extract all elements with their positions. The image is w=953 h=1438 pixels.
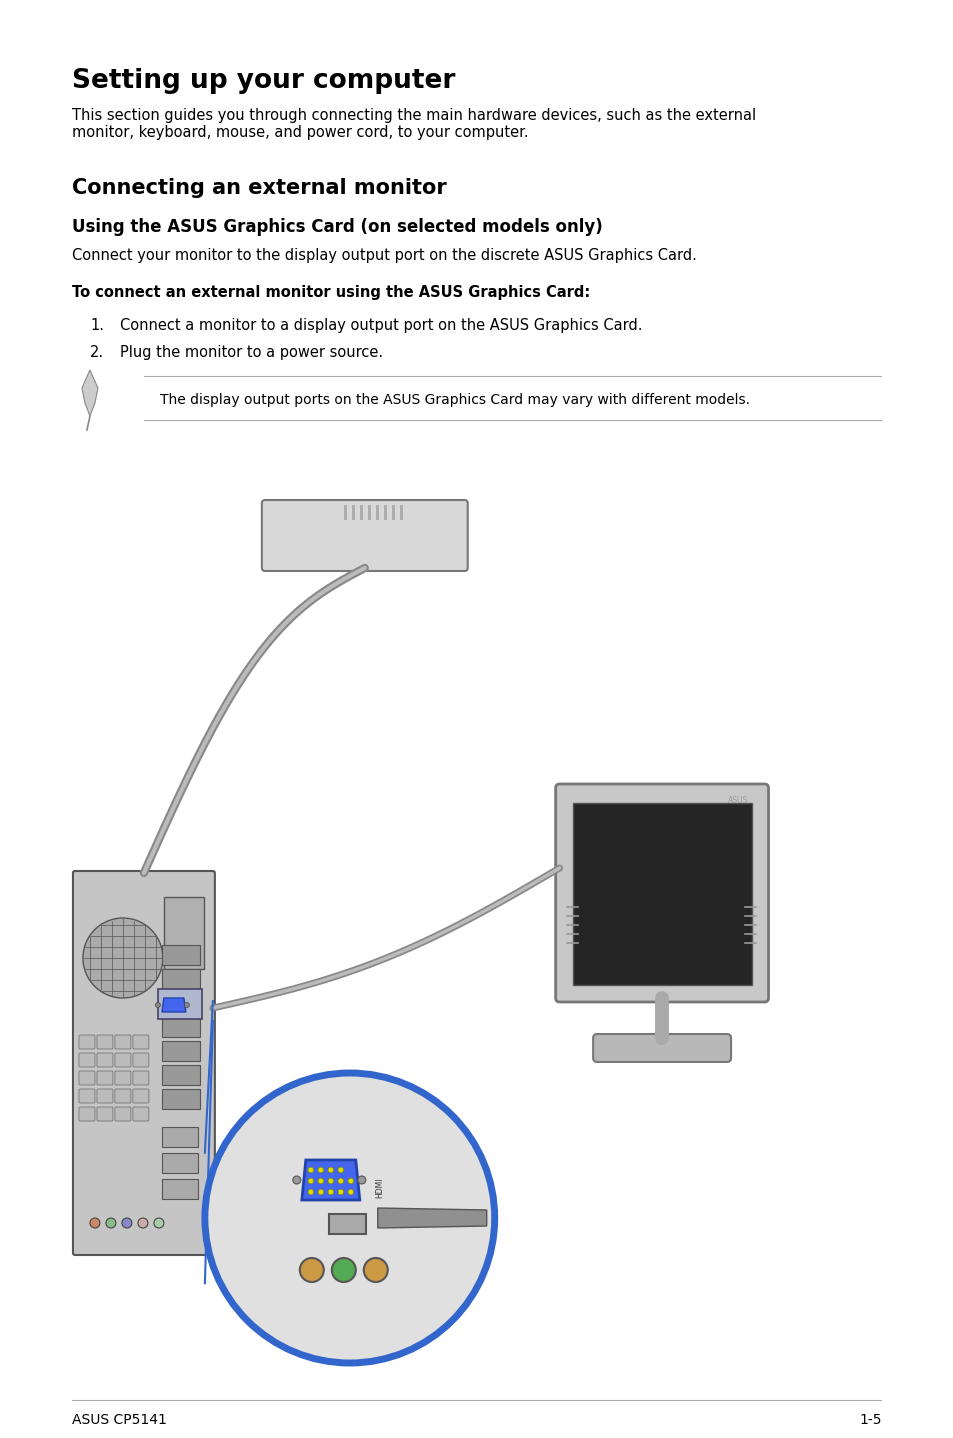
Circle shape: [83, 917, 163, 998]
Text: To connect an external monitor using the ASUS Graphics Card:: To connect an external monitor using the…: [71, 285, 590, 301]
Circle shape: [317, 1189, 323, 1195]
Text: ASUS: ASUS: [727, 797, 748, 805]
FancyBboxPatch shape: [79, 1071, 95, 1086]
FancyBboxPatch shape: [572, 802, 751, 985]
Circle shape: [363, 1258, 387, 1283]
FancyBboxPatch shape: [162, 1153, 197, 1173]
Circle shape: [308, 1168, 314, 1173]
FancyBboxPatch shape: [158, 989, 202, 1020]
Circle shape: [337, 1189, 343, 1195]
Text: Setting up your computer: Setting up your computer: [71, 68, 455, 93]
FancyBboxPatch shape: [555, 784, 768, 1002]
FancyBboxPatch shape: [114, 1071, 131, 1086]
FancyBboxPatch shape: [114, 1107, 131, 1122]
Circle shape: [337, 1178, 343, 1183]
Circle shape: [308, 1189, 314, 1195]
Text: Using the ASUS Graphics Card (on selected models only): Using the ASUS Graphics Card (on selecte…: [71, 219, 602, 236]
Text: HDMI: HDMI: [375, 1178, 383, 1198]
FancyBboxPatch shape: [162, 1127, 197, 1148]
FancyBboxPatch shape: [162, 994, 200, 1012]
FancyBboxPatch shape: [162, 969, 200, 989]
FancyBboxPatch shape: [79, 1107, 95, 1122]
FancyBboxPatch shape: [97, 1035, 112, 1048]
FancyBboxPatch shape: [162, 1066, 200, 1086]
Circle shape: [328, 1178, 334, 1183]
FancyBboxPatch shape: [132, 1035, 149, 1048]
Polygon shape: [162, 998, 186, 1012]
Text: ASUS CP5141: ASUS CP5141: [71, 1414, 167, 1426]
FancyBboxPatch shape: [97, 1089, 112, 1103]
FancyBboxPatch shape: [79, 1053, 95, 1067]
Circle shape: [348, 1189, 354, 1195]
Circle shape: [153, 1218, 164, 1228]
Text: 1.: 1.: [90, 318, 104, 334]
FancyBboxPatch shape: [97, 1053, 112, 1067]
Circle shape: [155, 1002, 160, 1008]
Circle shape: [357, 1176, 365, 1183]
Polygon shape: [82, 370, 98, 416]
FancyBboxPatch shape: [97, 1071, 112, 1086]
Text: 1-5: 1-5: [858, 1414, 881, 1426]
FancyBboxPatch shape: [162, 945, 200, 965]
Circle shape: [317, 1178, 323, 1183]
Circle shape: [122, 1218, 132, 1228]
FancyBboxPatch shape: [132, 1089, 149, 1103]
Text: Plug the monitor to a power source.: Plug the monitor to a power source.: [120, 345, 383, 360]
FancyBboxPatch shape: [132, 1071, 149, 1086]
Circle shape: [106, 1218, 116, 1228]
FancyBboxPatch shape: [593, 1034, 730, 1063]
FancyBboxPatch shape: [261, 500, 467, 571]
Text: monitor, keyboard, mouse, and power cord, to your computer.: monitor, keyboard, mouse, and power cord…: [71, 125, 528, 139]
FancyBboxPatch shape: [79, 1035, 95, 1048]
Text: Connecting an external monitor: Connecting an external monitor: [71, 178, 446, 198]
FancyBboxPatch shape: [114, 1035, 131, 1048]
Circle shape: [348, 1178, 354, 1183]
FancyBboxPatch shape: [114, 1089, 131, 1103]
Circle shape: [184, 1002, 190, 1008]
Circle shape: [332, 1258, 355, 1283]
FancyBboxPatch shape: [132, 1107, 149, 1122]
FancyBboxPatch shape: [162, 1041, 200, 1061]
FancyBboxPatch shape: [162, 1089, 200, 1109]
Circle shape: [205, 1073, 495, 1363]
FancyBboxPatch shape: [164, 897, 204, 969]
Text: This section guides you through connecting the main hardware devices, such as th: This section guides you through connecti…: [71, 108, 756, 124]
FancyBboxPatch shape: [114, 1053, 131, 1067]
Circle shape: [90, 1218, 100, 1228]
Text: The display output ports on the ASUS Graphics Card may vary with different model: The display output ports on the ASUS Gra…: [160, 393, 749, 407]
Polygon shape: [377, 1208, 486, 1228]
Text: Connect a monitor to a display output port on the ASUS Graphics Card.: Connect a monitor to a display output po…: [120, 318, 641, 334]
Circle shape: [337, 1168, 343, 1173]
Circle shape: [308, 1178, 314, 1183]
FancyBboxPatch shape: [162, 1017, 200, 1037]
Circle shape: [138, 1218, 148, 1228]
Circle shape: [293, 1176, 300, 1183]
Circle shape: [328, 1189, 334, 1195]
FancyBboxPatch shape: [329, 1214, 365, 1234]
Text: Connect your monitor to the display output port on the discrete ASUS Graphics Ca: Connect your monitor to the display outp…: [71, 247, 696, 263]
FancyBboxPatch shape: [79, 1089, 95, 1103]
FancyBboxPatch shape: [162, 1179, 197, 1199]
Circle shape: [317, 1168, 323, 1173]
FancyBboxPatch shape: [72, 871, 214, 1255]
FancyBboxPatch shape: [132, 1053, 149, 1067]
Text: 2.: 2.: [90, 345, 104, 360]
Circle shape: [328, 1168, 334, 1173]
FancyBboxPatch shape: [97, 1107, 112, 1122]
Polygon shape: [301, 1160, 359, 1199]
Circle shape: [299, 1258, 323, 1283]
